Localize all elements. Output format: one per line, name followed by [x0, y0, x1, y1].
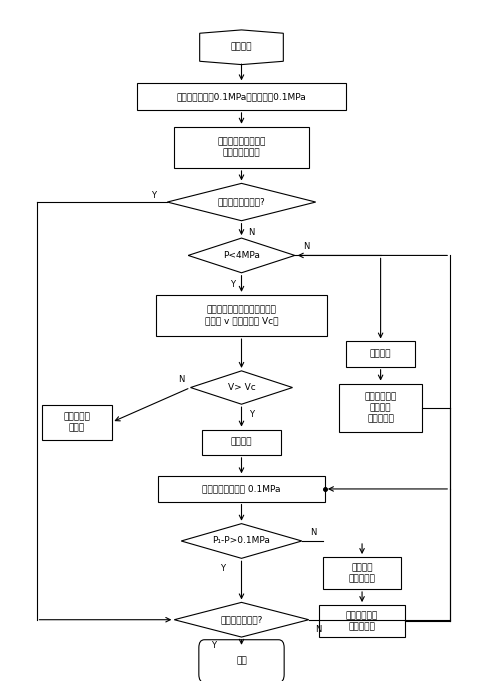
- Bar: [156, 295, 327, 336]
- Text: 设置初始压力值0.1MPa；压力增幅0.1MPa: 设置初始压力值0.1MPa；压力增幅0.1MPa: [177, 92, 306, 101]
- Bar: [323, 557, 401, 589]
- Text: 开始工作: 开始工作: [231, 43, 252, 51]
- Bar: [42, 405, 112, 439]
- Text: V> Vc: V> Vc: [227, 383, 256, 392]
- Text: 足时增加出口压力 0.1MPa: 足时增加出口压力 0.1MPa: [202, 484, 281, 493]
- Text: Y: Y: [151, 191, 156, 200]
- Bar: [339, 384, 422, 432]
- Text: 控制进液口电
控调节阀
减小进液量: 控制进液口电 控调节阀 减小进液量: [365, 392, 397, 423]
- Text: 气或液流量计正常?: 气或液流量计正常?: [218, 197, 265, 206]
- Text: Y: Y: [211, 641, 216, 650]
- Text: 执行模块: 执行模块: [370, 350, 391, 359]
- Text: N: N: [178, 375, 185, 384]
- Text: N: N: [303, 243, 310, 252]
- Text: N: N: [310, 528, 316, 537]
- Bar: [158, 476, 325, 502]
- Text: 报警提示：
阀出错: 报警提示： 阀出错: [63, 412, 90, 432]
- Text: 执行模块: 执行模块: [231, 438, 252, 447]
- Text: Y: Y: [249, 410, 254, 418]
- Text: 手动控制电控
调节阀调压: 手动控制电控 调节阀调压: [346, 611, 378, 631]
- Text: N: N: [249, 228, 255, 237]
- Bar: [137, 83, 346, 110]
- Bar: [346, 341, 415, 367]
- Text: 结束: 结束: [236, 657, 247, 666]
- Bar: [174, 126, 309, 168]
- Text: 运算模块（接收数据、计算气
相流速 v 与允许流速 Vc）: 运算模块（接收数据、计算气 相流速 v 与允许流速 Vc）: [205, 305, 278, 325]
- Text: P₁-P>0.1MPa: P₁-P>0.1MPa: [213, 537, 270, 546]
- Text: 监测模块（压力、液
位计、流量计）: 监测模块（压力、液 位计、流量计）: [217, 138, 266, 157]
- Bar: [319, 605, 405, 637]
- Text: Y: Y: [220, 564, 226, 573]
- Text: P<4MPa: P<4MPa: [223, 251, 260, 260]
- Text: 气液流量计正常?: 气液流量计正常?: [220, 615, 263, 624]
- Bar: [202, 430, 281, 455]
- Text: N: N: [315, 625, 321, 634]
- Text: 报警提示
压力为调节: 报警提示 压力为调节: [349, 563, 375, 583]
- Text: Y: Y: [230, 280, 235, 289]
